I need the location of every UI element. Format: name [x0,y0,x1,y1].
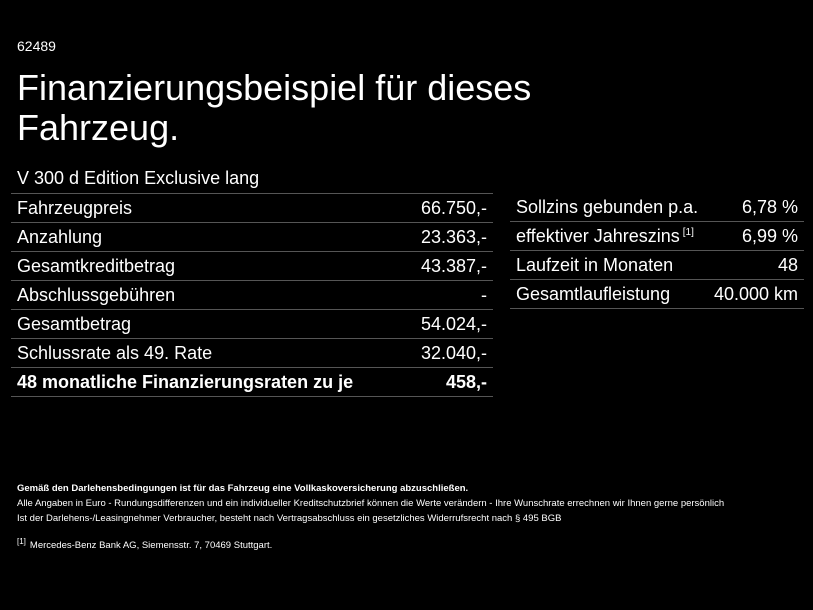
rounding-note: Alle Angaben in Euro - Rundungsdifferenz… [17,498,725,509]
row-value: 32.040,- [404,338,493,368]
row-value: 66.750,- [404,193,493,223]
footnote-mark: [1] [17,537,26,546]
monthly-rate-row: 48 monatliche Finanzierungsraten zu je 4… [11,367,493,397]
title-line-2: Fahrzeug. [17,107,180,148]
model-name: V 300 d Edition Exclusive lang [17,168,260,188]
row-label: effektiver Jahreszins [1] [510,221,707,251]
row-label: Schlussrate als 49. Rate [11,338,405,368]
legal-notes: Gemäß den Darlehensbedingungen ist für d… [17,481,807,553]
row-value: 43.387,- [404,251,493,281]
table-row: Anzahlung 23.363,- [11,222,493,252]
row-value: 23.363,- [404,222,493,252]
row-label: Gesamtkreditbetrag [11,251,405,281]
table-row: Abschlussgebühren - [11,280,493,310]
insurance-note: Gemäß den Darlehensbedingungen ist für d… [17,483,469,494]
row-label: Fahrzeugpreis [11,193,405,223]
table-row: Schlussrate als 49. Rate 32.040,- [11,338,493,368]
row-label: Abschlussgebühren [11,280,405,310]
row-value: 40.000 km [706,279,804,309]
row-value: 6,99 % [706,221,804,251]
interest-terms-table: Sollzins gebunden p.a. 6,78 % effektiver… [510,193,804,309]
row-value: 48 [706,250,804,280]
row-label: Laufzeit in Monaten [510,250,707,280]
footnote: [1] Mercedes-Benz Bank AG, Siemensstr. 7,… [17,534,807,553]
table-row: Fahrzeugpreis 66.750,- [11,193,493,223]
monthly-rate-label: 48 monatliche Finanzierungsraten zu je [11,367,405,397]
financing-table: Fahrzeugpreis 66.750,- Anzahlung 23.363,… [11,193,493,397]
table-row: Gesamtlaufleistung 40.000 km [510,279,804,309]
row-label: Gesamtlaufleistung [510,279,707,309]
table-row: Gesamtkreditbetrag 43.387,- [11,251,493,281]
table-row: effektiver Jahreszins [1] 6,99 % [510,221,804,251]
row-value: 6,78 % [706,193,804,222]
withdrawal-note: Ist der Darlehens-/Leasingnehmer Verbrau… [17,513,562,524]
table-row: Sollzins gebunden p.a. 6,78 % [510,193,804,222]
table-row: Laufzeit in Monaten 48 [510,250,804,280]
page-title: Finanzierungsbeispiel für dieses Fahrzeu… [17,68,657,148]
footnote-reference: [1] [682,226,694,238]
monthly-rate-value: 458,- [404,367,493,397]
effective-rate-label: effektiver Jahreszins [516,225,680,246]
row-value: - [404,280,493,310]
row-label: Sollzins gebunden p.a. [510,193,707,222]
title-line-1: Finanzierungsbeispiel für dieses [17,67,532,108]
reference-id: 62489 [17,38,56,54]
table-row: Gesamtbetrag 54.024,- [11,309,493,339]
row-value: 54.024,- [404,309,493,339]
row-label: Anzahlung [11,222,405,252]
footnote-text: Mercedes-Benz Bank AG, Siemensstr. 7, 70… [29,540,273,552]
row-label: Gesamtbetrag [11,309,405,339]
